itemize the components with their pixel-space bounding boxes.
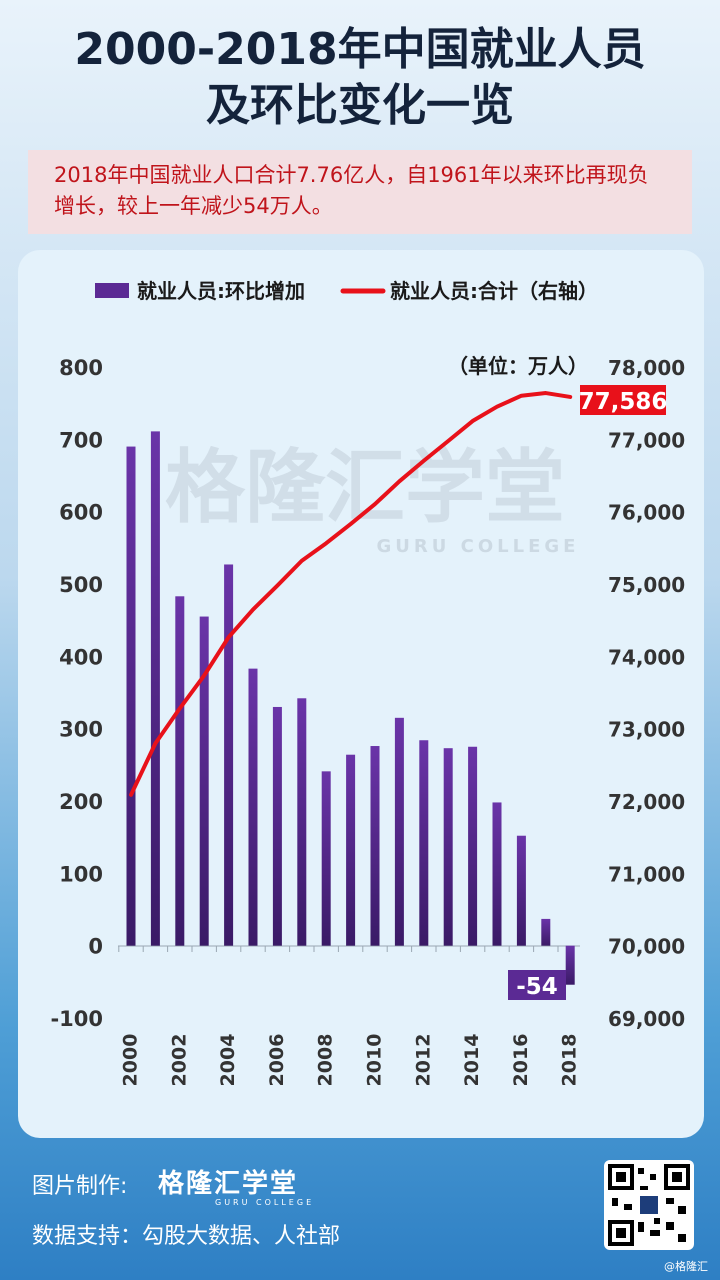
y-left-tick-label: 200 [59,790,103,814]
bar [492,802,502,946]
title-line-1: 2000-2018年中国就业人员 [74,24,646,75]
watermark-en: GURU COLLEGE [377,536,580,557]
y-axis-left: -100 0 100 200 300 400 500 600 700 800 [50,356,103,1031]
y-right-tick-label: 70,000 [608,935,685,959]
bar [150,431,160,946]
bar [419,740,429,946]
bar [346,754,356,946]
bar [541,918,551,946]
y-right-tick-label: 73,000 [608,718,685,742]
bar [370,746,380,946]
y-right-tick-label: 72,000 [608,790,685,814]
y-right-tick-label: 71,000 [608,862,685,886]
y-left-tick-label: 100 [59,862,103,886]
x-tick-label: 2016 [510,1034,532,1087]
footer-brand-logo: 格隆汇学堂 [158,1169,299,1199]
summary-box: 2018年中国就业人口合计7.76亿人，自1961年以来环比再现负增长，较上一年… [28,150,692,234]
page-title: 2000-2018年中国就业人员 及环比变化一览 [0,22,720,134]
bar [321,771,331,946]
legend-bar-swatch [95,283,129,298]
bar [565,945,575,985]
legend-line-label: 就业人员:合计（右轴） [390,279,598,303]
bar [199,616,209,946]
last-bar-value-box [508,970,566,1000]
bar [516,835,526,946]
legend: 就业人员:环比增加 就业人员:合计（右轴） [95,279,598,303]
summary-text: 2018年中国就业人口合计7.76亿人，自1961年以来环比再现负增长，较上一年… [54,163,649,218]
bar [175,596,185,946]
bar [443,748,453,946]
x-tick-label: 2006 [266,1034,288,1087]
footer-brand-sub: GURU COLLEGE [215,1198,315,1207]
bar [126,446,136,946]
qr-code [604,1160,694,1250]
chart: 格隆汇学堂 GURU COLLEGE 就业人员:环比增加 就业人员:合计（右轴）… [50,279,685,1087]
made-by-label: 图片制作: [32,1174,128,1199]
title-line-2: 及环比变化一览 [206,80,514,131]
x-axis: 2000 2002 2004 2006 2008 2010 2012 2014 2016 2018 [118,946,581,1087]
credit: @格隆汇 [664,1260,708,1273]
y-left-tick-label: 600 [59,501,103,525]
data-source: 数据支持：勾股大数据、人社部 [32,1224,341,1249]
bar [272,706,282,946]
last-bar-value-label: -54 [516,974,558,1000]
y-left-tick-label: 700 [59,428,103,452]
qr-code-graphic [608,1164,690,1246]
bar-series [126,431,575,985]
bar [394,717,404,946]
x-tick-label: 2002 [168,1034,190,1087]
x-tick-label: 2004 [217,1034,239,1087]
y-left-tick-label: 0 [88,935,103,959]
bar [468,746,478,946]
x-tick-label: 2000 [120,1034,142,1087]
x-tick-label: 2018 [559,1034,581,1087]
y-left-tick-label: 500 [59,573,103,597]
bar [297,698,307,946]
y-right-tick-label: 77,000 [608,428,685,452]
y-left-tick-label: 800 [59,356,103,380]
last-line-value-label: 77,586 [579,389,668,415]
last-value-box [580,385,666,415]
x-tick-label: 2012 [412,1034,434,1087]
y-right-tick-label: 76,000 [608,501,685,525]
x-tick-label: 2008 [315,1034,337,1087]
y-left-tick-label: 300 [59,718,103,742]
x-tick-label: 2014 [461,1034,483,1087]
bar [248,668,258,946]
unit-label: （单位：万人） [448,354,588,378]
y-axis-right: 69,000 70,000 71,000 72,000 73,000 74,000 75,0… [608,356,685,1031]
bar [224,564,234,946]
y-right-tick-label: 74,000 [608,645,685,669]
y-right-tick-label: 69,000 [608,1007,685,1031]
watermark-cn: 格隆汇学堂 [165,441,565,534]
x-tick-label: 2010 [364,1034,386,1087]
legend-bar-label: 就业人员:环比增加 [137,279,305,303]
y-left-tick-label: 400 [59,645,103,669]
y-right-tick-label: 75,000 [608,573,685,597]
y-left-tick-label: -100 [50,1007,103,1031]
y-right-tick-label: 78,000 [608,356,685,380]
line-series-total [129,391,573,797]
